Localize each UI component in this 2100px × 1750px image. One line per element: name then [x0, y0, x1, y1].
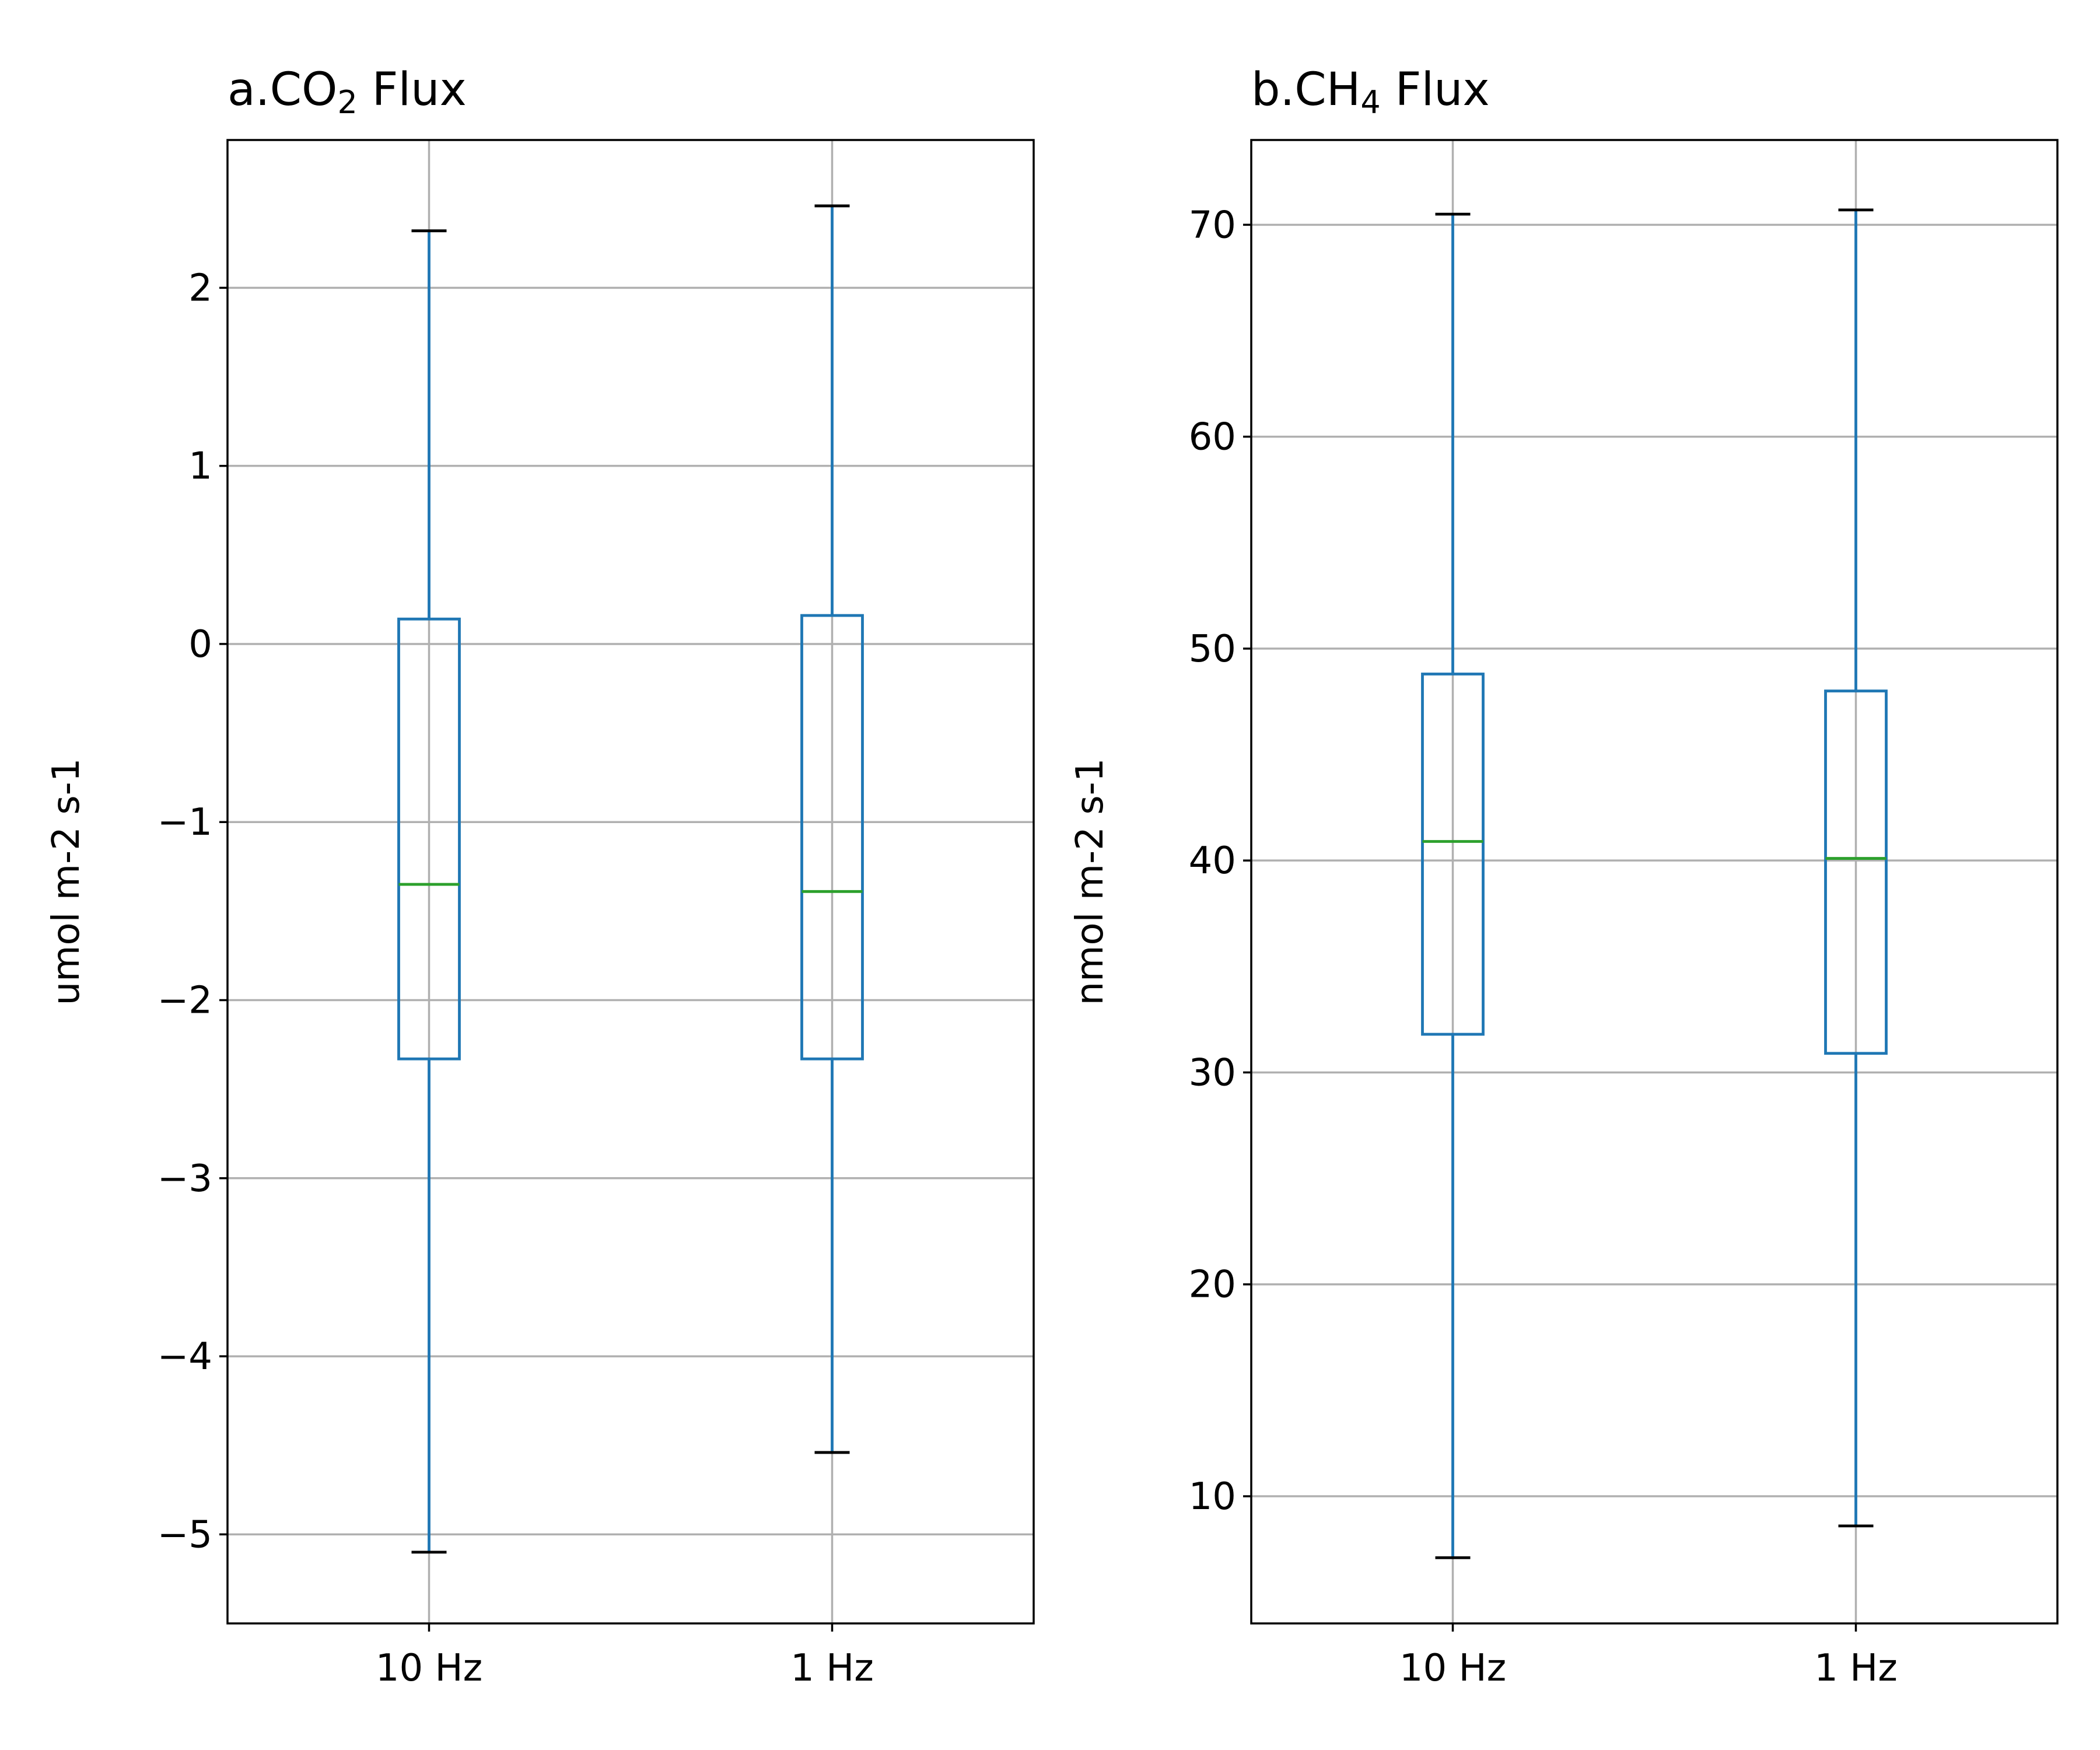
x-tick-label: 1 Hz [790, 1647, 874, 1690]
panel-ch4-flux: 10 20 30 40 50 60 70 10 Hz 1 Hz b.CH4 Flux nmol … [1069, 64, 2059, 1690]
y-tick-label: 2 [188, 267, 212, 310]
y-tick-label: 10 [1189, 1475, 1236, 1518]
box-1 [800, 204, 864, 1454]
y-tick-label: 60 [1189, 416, 1236, 459]
box-plots [397, 204, 864, 1554]
axis-ticks: −5 −4 −3 −2 −1 0 1 2 10 Hz 1 Hz [158, 267, 874, 1690]
box-0 [397, 229, 461, 1554]
y-tick-label: 30 [1189, 1051, 1236, 1094]
y-tick-label: −4 [158, 1335, 212, 1378]
axis-ticks: 10 20 30 40 50 60 70 10 Hz 1 Hz [1189, 204, 1898, 1690]
plot-frame [226, 139, 1035, 1625]
panel-title: b.CH4 Flux [1251, 64, 1490, 121]
iqr-box [1421, 673, 1485, 1036]
y-tick-label: 1 [188, 445, 212, 488]
iqr-box [1824, 690, 1888, 1055]
y-tick-label: −5 [158, 1513, 212, 1556]
panel-title: a.CO2 Flux [228, 64, 467, 121]
y-tick-label: −3 [158, 1157, 212, 1200]
y-axis-label: nmol m-2 s-1 [1069, 758, 1112, 1006]
plot-frame [1250, 139, 2059, 1625]
grid-lines [1251, 140, 2057, 1623]
y-tick-label: −2 [158, 979, 212, 1023]
y-axis-label: umol m-2 s-1 [45, 758, 88, 1006]
box-1 [1824, 208, 1888, 1528]
y-tick-label: −1 [158, 801, 212, 844]
y-tick-label: 40 [1189, 839, 1236, 883]
iqr-box [397, 617, 461, 1060]
x-tick-label: 10 Hz [1399, 1647, 1507, 1690]
box-plots [1421, 208, 1888, 1559]
grid-lines [228, 140, 1034, 1623]
box-0 [1421, 212, 1485, 1559]
y-tick-label: 20 [1189, 1264, 1236, 1307]
panel-co2-flux: −5 −4 −3 −2 −1 0 1 2 10 Hz 1 Hz a.CO2 Flux umol m… [45, 64, 1035, 1690]
iqr-box [800, 614, 864, 1060]
x-tick-label: 1 Hz [1814, 1647, 1898, 1690]
y-tick-label: 50 [1189, 628, 1236, 671]
y-tick-label: 70 [1189, 204, 1236, 247]
y-tick-label: 0 [188, 623, 212, 666]
x-tick-label: 10 Hz [376, 1647, 483, 1690]
